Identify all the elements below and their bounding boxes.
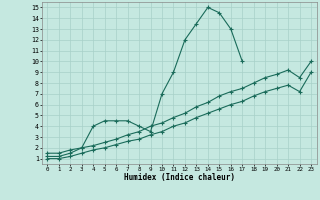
X-axis label: Humidex (Indice chaleur): Humidex (Indice chaleur)	[124, 173, 235, 182]
